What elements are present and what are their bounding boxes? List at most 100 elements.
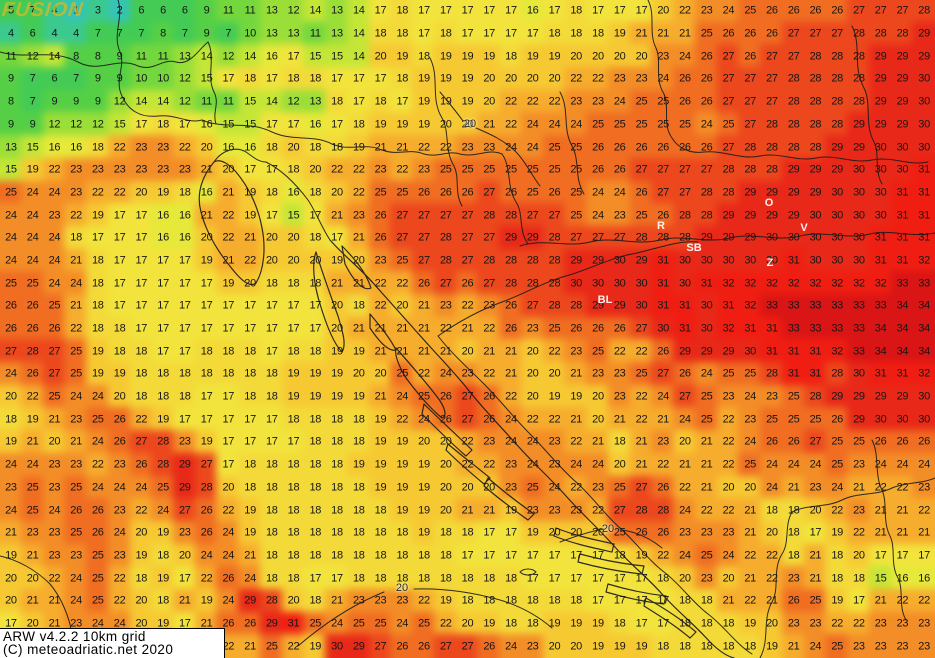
temp-value: 22 <box>679 481 691 494</box>
temp-value: 24 <box>91 390 104 403</box>
temp-color-cell <box>760 67 784 92</box>
temp-value: 20 <box>505 72 517 85</box>
temp-color-cell <box>586 0 610 24</box>
temp-value: 28 <box>700 186 713 199</box>
temp-value: 17 <box>526 549 539 562</box>
temp-color-cell <box>825 112 849 138</box>
temp-value: 22 <box>570 435 583 448</box>
temp-value: 9 <box>51 95 58 108</box>
temp-value: 24 <box>874 458 887 471</box>
temp-value: 21 <box>200 163 213 176</box>
temp-value: 12 <box>178 72 191 85</box>
temp-value: 26 <box>26 322 39 335</box>
temp-color-cell <box>20 135 45 160</box>
temp-value: 28 <box>853 50 865 63</box>
temp-value: 27 <box>439 209 452 222</box>
temp-value: 23 <box>374 163 387 176</box>
temp-value: 30 <box>766 231 778 244</box>
temp-value: 24 <box>570 118 583 131</box>
temp-value: 18 <box>331 95 343 108</box>
temp-value: 25 <box>613 481 626 494</box>
temp-value: 25 <box>48 299 61 312</box>
temp-color-cell <box>890 67 915 92</box>
temp-value: 17 <box>287 299 300 312</box>
temp-value: 21 <box>200 209 213 222</box>
temp-value: 18 <box>374 504 387 516</box>
temp-color-cell <box>259 0 284 24</box>
temp-value: 27 <box>722 50 735 63</box>
temp-value: 23 <box>374 254 387 267</box>
temp-value: 22 <box>461 299 474 312</box>
temp-value: 18 <box>352 118 365 131</box>
temp-value: 13 <box>331 27 343 40</box>
temp-value: 18 <box>722 617 735 630</box>
temp-value: 18 <box>244 458 256 471</box>
temp-value: 15 <box>287 209 300 222</box>
temp-value: 19 <box>5 549 17 562</box>
temp-value: 25 <box>157 481 169 494</box>
temp-color-cell <box>781 112 806 138</box>
temp-color-cell <box>412 67 436 92</box>
temp-value: 30 <box>613 254 626 267</box>
temp-value: 31 <box>657 299 670 312</box>
temp-color-cell <box>716 44 741 70</box>
temp-value: 17 <box>331 572 343 585</box>
temp-color-cell <box>325 112 349 138</box>
temp-value: 17 <box>526 572 539 585</box>
temp-value: 17 <box>613 594 626 607</box>
temp-color-cell <box>694 89 719 115</box>
temp-value: 30 <box>896 141 909 153</box>
temp-color-cell <box>520 21 545 47</box>
temp-color-cell <box>520 0 545 24</box>
temp-color-cell <box>564 21 588 47</box>
temp-value: 20 <box>178 549 191 562</box>
temp-value: 20 <box>613 50 626 63</box>
temp-color-cell <box>455 67 480 92</box>
temp-value: 19 <box>374 413 387 426</box>
temp-value: 22 <box>853 617 865 630</box>
temp-value: 34 <box>918 345 930 358</box>
temp-value: 17 <box>178 299 191 312</box>
temp-value: 23 <box>787 617 800 630</box>
temp-value: 27 <box>548 209 561 222</box>
temp-value: 11 <box>244 4 256 17</box>
temp-value: 20 <box>548 367 561 380</box>
temp-color-cell <box>825 135 849 160</box>
temp-value: 30 <box>918 390 930 403</box>
temp-value: 27 <box>396 209 409 222</box>
temp-value: 23 <box>352 209 365 222</box>
temp-value: 27 <box>461 209 474 222</box>
temp-value: 25 <box>831 458 844 471</box>
temp-value: 20 <box>5 572 17 585</box>
temp-value: 20 <box>287 254 300 267</box>
temp-color-cell <box>520 44 545 70</box>
temp-color-cell <box>129 157 154 183</box>
temp-value: 23 <box>526 504 539 516</box>
temp-value: 28 <box>874 27 887 40</box>
temp-value: 19 <box>331 390 343 403</box>
temp-value: 16 <box>157 231 169 244</box>
temp-value: 11 <box>222 4 234 17</box>
temp-value: 27 <box>831 27 844 40</box>
temp-color-cell <box>607 44 632 70</box>
temp-value: 24 <box>570 458 583 471</box>
temp-value: 25 <box>570 141 583 153</box>
temp-value: 31 <box>657 277 670 290</box>
temp-value: 20 <box>265 231 278 244</box>
temp-value: 28 <box>766 118 778 131</box>
temp-value: 20 <box>439 481 452 494</box>
temp-value: 26 <box>592 322 604 335</box>
temp-value: 22 <box>374 299 387 312</box>
temp-value: 28 <box>853 27 865 40</box>
temp-value: 17 <box>352 95 365 108</box>
temp-value: 20 <box>222 163 235 176</box>
temp-value: 21 <box>570 413 583 426</box>
temp-value: 6 <box>51 72 58 85</box>
temp-value: 22 <box>461 435 474 448</box>
temp-value: 17 <box>135 254 148 267</box>
temp-value: 19 <box>244 209 256 222</box>
temp-value: 18 <box>265 186 278 199</box>
temp-value: 18 <box>483 572 496 585</box>
temp-color-cell <box>781 135 806 160</box>
temp-value: 29 <box>744 209 757 222</box>
